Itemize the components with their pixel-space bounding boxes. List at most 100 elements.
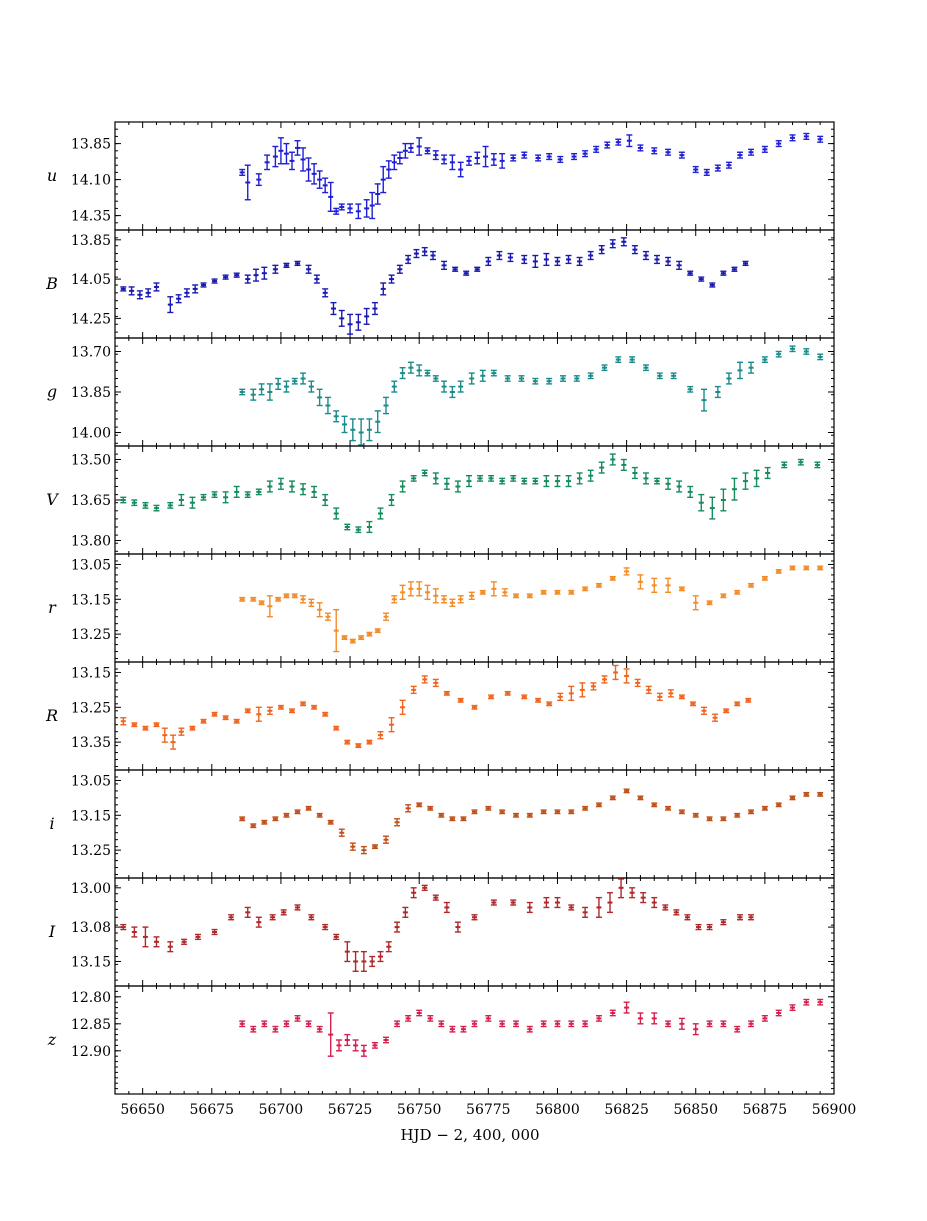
data-point	[651, 147, 658, 155]
data-point	[258, 600, 265, 606]
panel-frame	[114, 121, 835, 231]
data-point	[394, 818, 401, 827]
data-point	[333, 410, 340, 423]
data-point	[374, 410, 381, 434]
band-label-u: u	[47, 166, 57, 185]
data-point	[587, 469, 594, 482]
data-point	[385, 941, 392, 953]
data-point	[383, 835, 390, 844]
data-point	[399, 584, 406, 600]
data-point	[521, 151, 528, 159]
data-point	[565, 475, 572, 488]
data-point	[272, 1025, 279, 1033]
data-point	[396, 151, 403, 165]
data-point	[651, 802, 658, 808]
data-point	[255, 173, 262, 187]
data-point	[499, 809, 506, 815]
data-point	[781, 461, 788, 469]
data-point	[565, 254, 572, 265]
data-point	[322, 493, 329, 507]
data-point	[407, 142, 414, 153]
data-point	[546, 152, 553, 161]
y-tick-label: 13.50	[71, 453, 111, 469]
y-tick-label: 13.70	[71, 345, 111, 361]
data-point	[742, 260, 749, 267]
data-point	[427, 805, 434, 811]
data-point	[676, 260, 683, 270]
x-axis-label: HJD − 2, 400, 000	[400, 1126, 539, 1144]
data-point	[526, 812, 533, 818]
data-point	[736, 361, 743, 380]
y-tick-label: 14.10	[71, 173, 111, 189]
y-tick-label: 13.08	[71, 920, 111, 936]
data-point	[333, 725, 340, 731]
band-label-r: r	[48, 598, 57, 617]
data-point	[665, 577, 672, 594]
data-point	[656, 372, 663, 380]
data-point	[438, 812, 445, 818]
data-point	[399, 699, 406, 715]
series-i	[239, 788, 824, 855]
data-point	[402, 142, 409, 159]
data-point	[277, 704, 284, 710]
data-point	[490, 899, 497, 906]
data-point	[512, 1020, 519, 1028]
data-point	[363, 307, 370, 325]
data-point	[748, 809, 755, 815]
data-point	[443, 477, 450, 490]
panel-R: 13.15 13.25 13.35 R	[45, 661, 835, 771]
data-point	[421, 469, 428, 477]
data-point	[678, 809, 685, 815]
data-point	[789, 1004, 796, 1011]
data-point	[510, 899, 517, 906]
data-point	[255, 916, 262, 928]
data-point	[294, 1015, 301, 1022]
data-point	[294, 260, 301, 267]
data-point	[457, 595, 464, 604]
data-point	[474, 266, 481, 272]
band-label-g: g	[47, 382, 57, 401]
data-point	[598, 245, 605, 255]
data-point	[554, 256, 561, 267]
data-point	[571, 152, 578, 161]
panel-frame	[114, 553, 835, 663]
data-point	[324, 396, 331, 415]
data-point	[449, 1025, 456, 1033]
data-point	[526, 901, 533, 914]
data-point	[366, 418, 373, 442]
data-point	[327, 1012, 334, 1057]
data-point	[490, 152, 497, 166]
data-point	[634, 678, 641, 688]
data-point	[803, 791, 810, 797]
data-point	[676, 480, 683, 493]
data-point	[391, 154, 398, 171]
data-point	[316, 602, 323, 618]
data-point	[120, 496, 127, 504]
data-point	[352, 1039, 359, 1052]
data-point	[416, 581, 423, 597]
series-V	[120, 453, 821, 534]
data-point	[709, 282, 716, 288]
data-point	[308, 598, 315, 607]
data-point	[609, 575, 616, 581]
data-point	[579, 682, 586, 698]
data-point	[305, 1020, 312, 1028]
data-point	[142, 926, 149, 948]
data-point	[554, 475, 561, 488]
data-point	[222, 715, 229, 721]
data-point	[283, 380, 290, 393]
data-point	[333, 207, 340, 215]
x-tick-label: 56725	[328, 1102, 373, 1118]
data-point	[573, 375, 580, 382]
band-label-I: I	[48, 922, 56, 941]
data-point	[308, 914, 315, 921]
data-point	[288, 151, 295, 171]
data-point	[817, 135, 824, 143]
data-point	[701, 706, 708, 715]
data-point	[761, 805, 768, 811]
band-label-i: i	[49, 814, 54, 833]
data-point	[360, 950, 367, 972]
data-point	[637, 1012, 644, 1025]
data-point	[709, 496, 716, 520]
band-label-B: B	[45, 274, 58, 293]
